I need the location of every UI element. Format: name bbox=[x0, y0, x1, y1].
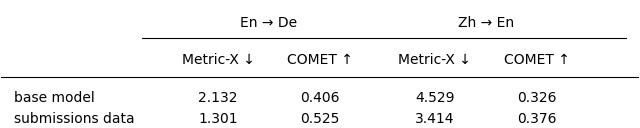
Text: Metric-X ↓: Metric-X ↓ bbox=[182, 53, 255, 67]
Text: 2.132: 2.132 bbox=[198, 91, 238, 105]
Text: Metric-X ↓: Metric-X ↓ bbox=[398, 53, 471, 67]
Text: 0.525: 0.525 bbox=[300, 112, 340, 126]
Text: 0.376: 0.376 bbox=[517, 112, 556, 126]
Text: base model: base model bbox=[14, 91, 95, 105]
Text: 0.406: 0.406 bbox=[300, 91, 340, 105]
Text: 1.301: 1.301 bbox=[198, 112, 238, 126]
Text: 4.529: 4.529 bbox=[415, 91, 454, 105]
Text: 3.414: 3.414 bbox=[415, 112, 454, 126]
Text: COMET ↑: COMET ↑ bbox=[287, 53, 353, 67]
Text: Zh → En: Zh → En bbox=[458, 16, 514, 30]
Text: submissions data: submissions data bbox=[14, 112, 135, 126]
Text: COMET ↑: COMET ↑ bbox=[504, 53, 570, 67]
Text: 0.326: 0.326 bbox=[517, 91, 556, 105]
Text: En → De: En → De bbox=[241, 16, 298, 30]
